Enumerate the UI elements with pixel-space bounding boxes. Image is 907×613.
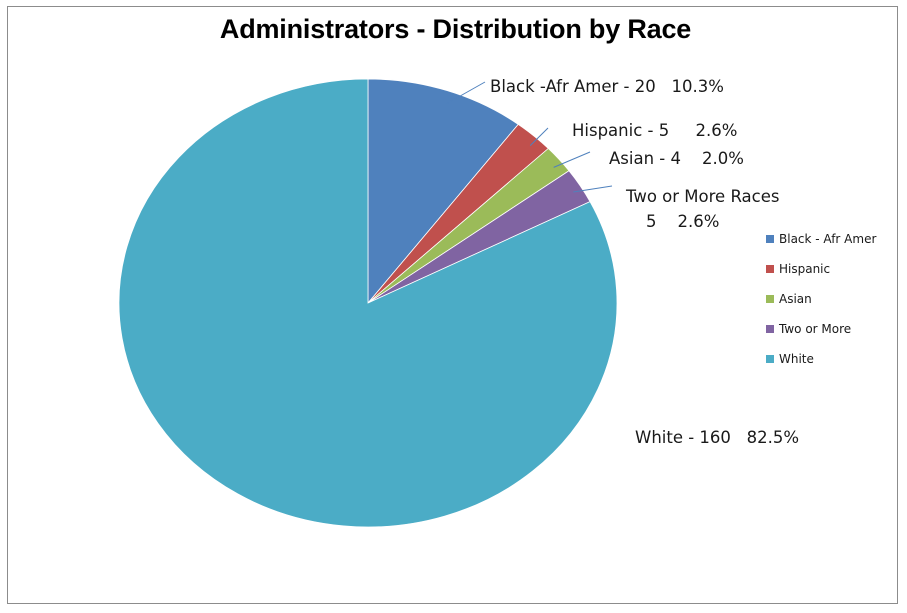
data-label-two-or-more-line-2: 5 2.6% [646, 212, 719, 231]
legend-swatch-hispanic [766, 265, 774, 273]
data-label-asian: Asian - 4 2.0% [609, 149, 744, 168]
data-label-two-or-more-line-1: Two or More Races [625, 187, 780, 206]
leader-line-hispanic [529, 127, 549, 146]
pie-slices [118, 78, 618, 528]
data-label-hispanic: Hispanic - 5 2.6% [572, 121, 737, 140]
chart-title: Administrators - Distribution by Race [219, 14, 692, 44]
legend: Black - Afr Amer Hispanic Asian Two or More… [766, 232, 876, 366]
legend-label-hispanic: Hispanic [779, 262, 830, 276]
legend-swatch-black-afr-amer [766, 235, 774, 243]
pie-slice-white [118, 78, 618, 528]
data-label-white: White - 160 82.5% [635, 428, 799, 447]
leader-line-black-afr-amer [445, 81, 486, 105]
legend-swatch-white [766, 355, 774, 363]
leader-line-asian [553, 151, 591, 168]
legend-label-asian: Asian [779, 292, 812, 306]
legend-label-black-afr-amer: Black - Afr Amer [779, 232, 876, 246]
data-label-black-afr-amer: Black -Afr Amer - 20 10.3% [490, 77, 724, 96]
legend-swatch-two-or-more [766, 325, 774, 333]
data-labels: Black -Afr Amer - 20 10.3% Hispanic - 5 2… [490, 77, 799, 447]
leader-line-two-or-more [573, 185, 613, 193]
pie-slice-black-afr-amer [367, 78, 519, 305]
legend-swatch-asian [766, 295, 774, 303]
legend-label-white: White [779, 352, 814, 366]
leader-lines [445, 81, 613, 193]
legend-label-two-or-more: Two or More [778, 322, 851, 336]
